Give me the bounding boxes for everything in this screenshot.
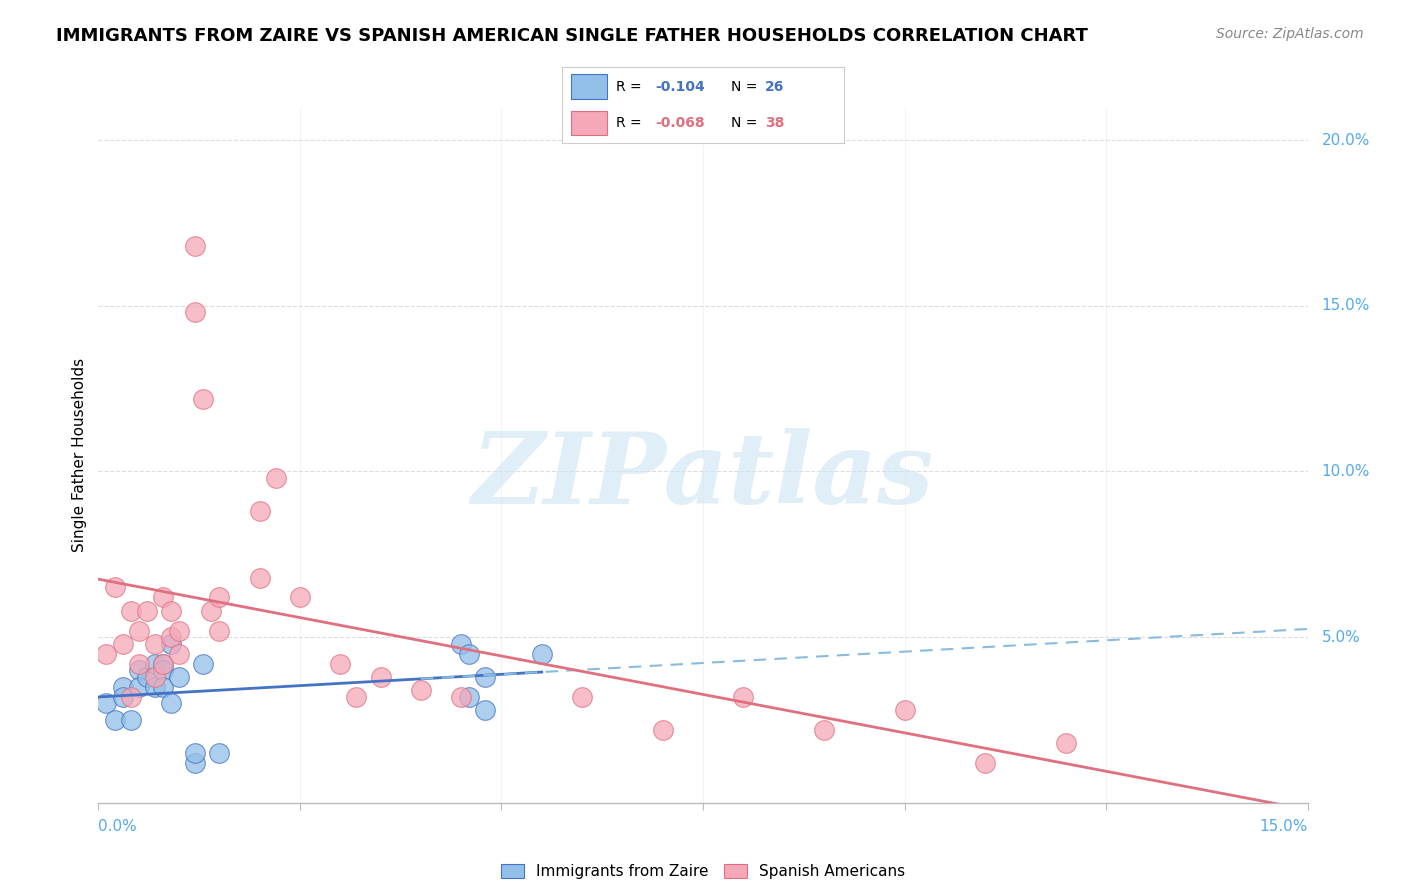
Point (329, 657, 352, 671)
Point (128, 663, 150, 677)
Point (184, 746, 207, 760)
Point (135, 604, 157, 618)
Point (571, 690, 593, 704)
Point (111, 690, 134, 704)
Point (152, 657, 174, 671)
Text: R =: R = (616, 79, 645, 94)
Point (193, 657, 215, 671)
Point (208, 591, 231, 605)
Point (152, 680, 174, 694)
Point (651, 723, 673, 737)
Point (208, 746, 231, 760)
Point (128, 657, 150, 671)
Point (288, 591, 311, 605)
Text: N =: N = (731, 79, 762, 94)
Y-axis label: Single Father Households: Single Father Households (72, 358, 87, 552)
Point (120, 690, 142, 704)
Text: ZIPatlas: ZIPatlas (472, 427, 934, 524)
Point (111, 637, 134, 651)
Point (474, 670, 496, 684)
Text: 5.0%: 5.0% (1322, 630, 1361, 645)
Text: N =: N = (731, 116, 762, 130)
Bar (571, 111, 607, 136)
Point (96, 697, 118, 711)
Text: 10.0%: 10.0% (1322, 464, 1369, 479)
Point (458, 690, 481, 704)
Point (103, 713, 125, 727)
Text: R =: R = (616, 116, 645, 130)
Point (450, 637, 472, 651)
Point (193, 392, 215, 406)
Point (184, 756, 207, 770)
Point (143, 637, 166, 651)
Point (974, 756, 997, 770)
Point (184, 305, 207, 319)
Text: -0.104: -0.104 (655, 79, 704, 94)
Text: 26: 26 (765, 79, 785, 94)
Text: Source: ZipAtlas.com: Source: ZipAtlas.com (1216, 27, 1364, 41)
Point (103, 581, 125, 595)
Bar (571, 75, 607, 99)
Point (120, 604, 142, 618)
Point (264, 471, 287, 485)
Point (813, 723, 835, 737)
Text: 15.0%: 15.0% (1322, 298, 1369, 313)
Point (143, 680, 166, 694)
Point (111, 680, 134, 694)
Point (458, 647, 481, 661)
Point (160, 697, 183, 711)
Point (474, 703, 496, 717)
Point (152, 657, 174, 671)
Point (530, 647, 553, 661)
Point (152, 663, 174, 677)
Point (184, 239, 207, 253)
Point (450, 690, 472, 704)
Point (167, 647, 190, 661)
Point (143, 670, 166, 684)
Point (160, 630, 183, 644)
Text: 38: 38 (765, 116, 785, 130)
Point (128, 680, 150, 694)
Point (152, 591, 174, 605)
Point (128, 624, 150, 638)
Text: 0.0%: 0.0% (98, 820, 138, 834)
Point (370, 670, 392, 684)
Text: -0.068: -0.068 (655, 116, 704, 130)
Legend: Immigrants from Zaire, Spanish Americans: Immigrants from Zaire, Spanish Americans (495, 858, 911, 886)
Point (1054, 736, 1077, 750)
Point (120, 713, 142, 727)
Point (200, 604, 222, 618)
Text: 20.0%: 20.0% (1322, 133, 1369, 148)
Text: IMMIGRANTS FROM ZAIRE VS SPANISH AMERICAN SINGLE FATHER HOUSEHOLDS CORRELATION C: IMMIGRANTS FROM ZAIRE VS SPANISH AMERICA… (56, 27, 1088, 45)
Point (733, 690, 755, 704)
Point (167, 670, 190, 684)
Point (249, 570, 271, 584)
Text: 15.0%: 15.0% (1260, 820, 1308, 834)
Point (167, 624, 190, 638)
Point (344, 690, 367, 704)
Point (409, 683, 432, 698)
Point (249, 504, 271, 518)
Point (893, 703, 915, 717)
Point (96, 647, 118, 661)
Point (160, 637, 183, 651)
Point (160, 604, 183, 618)
Point (143, 657, 166, 671)
Point (208, 624, 231, 638)
Point (135, 670, 157, 684)
